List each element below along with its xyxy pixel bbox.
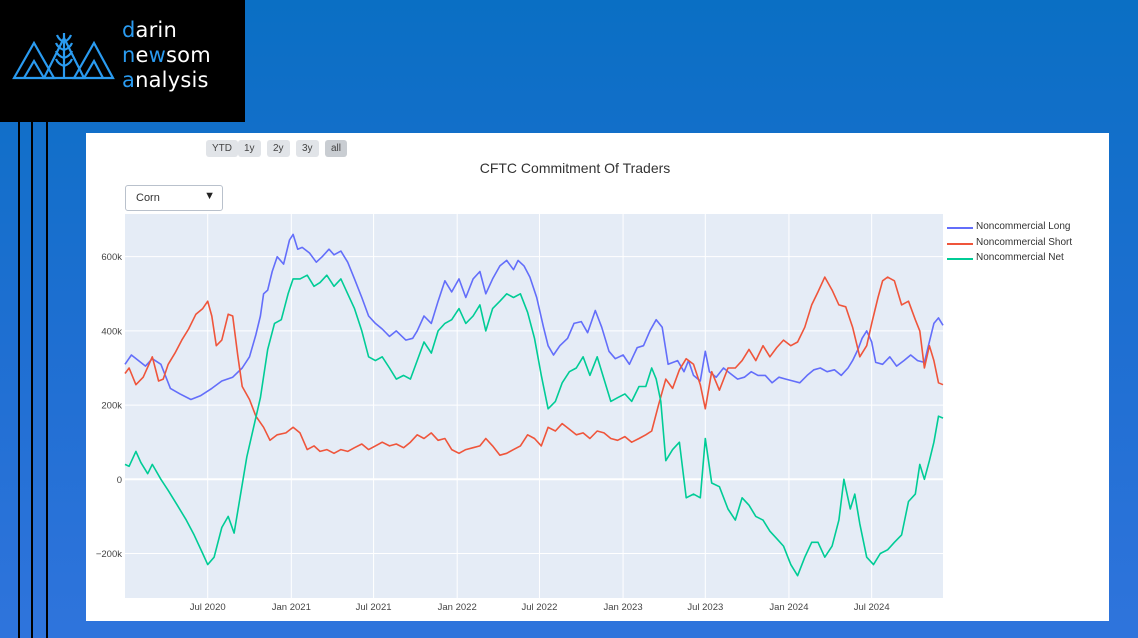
plot-background — [125, 214, 943, 598]
range-button-2y[interactable]: 2y — [267, 140, 290, 157]
brand-letter: e — [135, 43, 149, 67]
caret-down-icon: ▼ — [204, 190, 215, 202]
range-button-1y[interactable]: 1y — [238, 140, 261, 157]
decorative-line — [46, 122, 48, 638]
dropdown-value: Corn — [136, 192, 160, 204]
x-tick-label: Jan 2022 — [438, 602, 477, 613]
brand-logo: darin newsom analysis — [0, 0, 245, 122]
brand-letter: a — [122, 68, 136, 92]
legend-label: Noncommercial Net — [976, 252, 1064, 263]
mountain-wheat-logo-icon — [12, 33, 115, 80]
x-tick-label: Jul 2023 — [687, 602, 723, 613]
decorative-line — [18, 122, 20, 638]
y-tick-label: 400k — [101, 326, 122, 337]
brand-letter: w — [148, 43, 167, 67]
y-tick-label: 600k — [101, 252, 122, 263]
chart-plot: Jul 2020 Jan 2021 Jul 2021 Jan 2022 Jul 2022… — [96, 214, 944, 613]
x-tick-label: Jul 2021 — [356, 602, 392, 613]
series-line-net — [124, 274, 944, 577]
range-button-3y[interactable]: 3y — [296, 140, 319, 157]
y-tick-label: 200k — [101, 401, 122, 412]
series-line-long — [124, 233, 944, 401]
decorative-line — [31, 122, 33, 638]
range-button-all[interactable]: all — [325, 140, 348, 157]
brand-letter: n — [122, 43, 136, 67]
x-tick-label: Jul 2022 — [521, 602, 557, 613]
range-button-ytd[interactable]: YTD — [206, 140, 238, 157]
commodity-dropdown[interactable]: Corn ▼ — [125, 185, 223, 211]
series-line-short — [124, 276, 944, 456]
brand-word: nalysis — [135, 68, 209, 92]
brand-word: som — [166, 43, 211, 67]
legend-label: Noncommercial Short — [976, 236, 1073, 248]
legend-label: Noncommercial Long — [976, 221, 1071, 232]
brand-letter: d — [122, 18, 136, 42]
x-tick-label: Jan 2024 — [769, 602, 808, 613]
legend-swatch — [947, 242, 973, 245]
y-tick-label: −200k — [96, 549, 122, 560]
brand-word: arin — [135, 18, 177, 42]
x-tick-label: Jul 2024 — [854, 602, 890, 613]
x-tick-label: Jan 2021 — [272, 602, 311, 613]
brand-name: darin newsom analysis — [122, 18, 211, 93]
x-tick-label: Jul 2020 — [190, 602, 226, 613]
y-tick-label: 0 — [117, 475, 122, 486]
chart-panel: Jul 2020 Jan 2021 Jul 2021 Jan 2022 Jul 2022… — [86, 133, 1109, 621]
x-tick-label: Jan 2023 — [604, 602, 643, 613]
legend-swatch — [947, 227, 973, 229]
chart-title: CFTC Commitment Of Traders — [479, 160, 671, 176]
legend-swatch — [947, 258, 973, 260]
